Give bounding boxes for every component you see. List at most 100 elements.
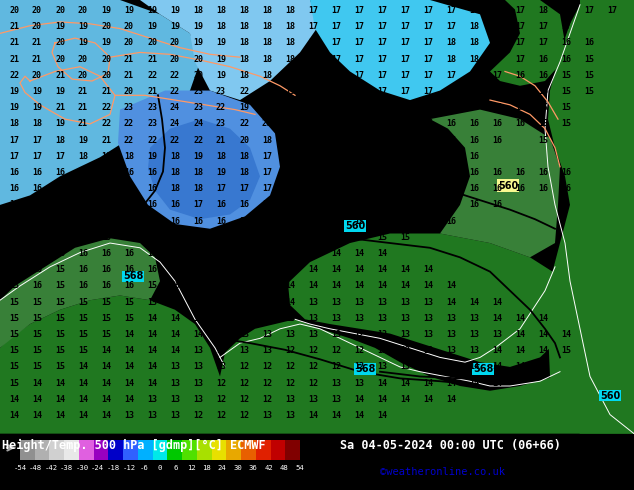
Text: 16: 16 — [400, 120, 410, 128]
Text: 12: 12 — [193, 411, 203, 420]
Bar — [108, 440, 123, 460]
Text: 17: 17 — [377, 22, 387, 31]
Text: 15: 15 — [308, 200, 318, 209]
Text: 18: 18 — [538, 6, 548, 15]
Text: 16: 16 — [538, 54, 548, 64]
Text: 15: 15 — [584, 54, 594, 64]
Text: 14: 14 — [492, 314, 502, 323]
Text: 16: 16 — [400, 217, 410, 225]
Text: 12: 12 — [216, 379, 226, 388]
Text: 17: 17 — [400, 71, 410, 80]
Text: 18: 18 — [9, 120, 19, 128]
Text: 14: 14 — [308, 233, 318, 242]
Text: 17: 17 — [193, 200, 203, 209]
Text: 15: 15 — [9, 379, 19, 388]
Text: 14: 14 — [308, 265, 318, 274]
Text: 14: 14 — [55, 411, 65, 420]
Text: 18: 18 — [216, 152, 226, 161]
Text: 16: 16 — [170, 200, 180, 209]
Text: 15: 15 — [308, 184, 318, 193]
Text: 19: 19 — [147, 152, 157, 161]
Text: 14: 14 — [78, 379, 88, 388]
Text: 16: 16 — [469, 200, 479, 209]
Text: 14: 14 — [101, 346, 111, 355]
Text: 14: 14 — [469, 363, 479, 371]
Text: 21: 21 — [78, 103, 88, 112]
Text: 16: 16 — [377, 103, 387, 112]
Text: 18: 18 — [239, 22, 249, 31]
Bar — [256, 440, 271, 460]
Text: 14: 14 — [515, 314, 525, 323]
Text: 15: 15 — [216, 233, 226, 242]
Text: 13: 13 — [308, 297, 318, 307]
Text: 19: 19 — [55, 120, 65, 128]
Text: 13: 13 — [423, 297, 433, 307]
Text: 12: 12 — [308, 363, 318, 371]
Text: 13: 13 — [193, 346, 203, 355]
Text: 14: 14 — [354, 395, 364, 404]
Text: 20: 20 — [78, 54, 88, 64]
Text: 14: 14 — [55, 379, 65, 388]
Text: 18: 18 — [216, 6, 226, 15]
Text: 15: 15 — [400, 184, 410, 193]
Text: 14: 14 — [147, 346, 157, 355]
Text: 18: 18 — [170, 184, 180, 193]
Text: 17: 17 — [32, 152, 42, 161]
Text: 16: 16 — [78, 184, 88, 193]
Text: 15: 15 — [584, 87, 594, 96]
Text: 15: 15 — [239, 233, 249, 242]
Text: 16: 16 — [9, 265, 19, 274]
Text: 22: 22 — [124, 136, 134, 145]
Text: 16: 16 — [101, 265, 111, 274]
Text: 18: 18 — [492, 38, 502, 48]
Text: 16: 16 — [78, 281, 88, 291]
Text: 15: 15 — [354, 168, 364, 177]
Text: 15: 15 — [32, 233, 42, 242]
Text: 16: 16 — [9, 200, 19, 209]
Text: 17: 17 — [538, 22, 548, 31]
Text: 16: 16 — [124, 281, 134, 291]
Text: 18: 18 — [262, 71, 272, 80]
Text: 560: 560 — [600, 391, 620, 400]
Text: 17: 17 — [400, 6, 410, 15]
Text: 15: 15 — [78, 297, 88, 307]
Text: 15: 15 — [538, 120, 548, 128]
Bar — [167, 440, 182, 460]
Text: 13: 13 — [377, 297, 387, 307]
Polygon shape — [288, 234, 570, 367]
Text: 17: 17 — [515, 22, 525, 31]
Text: 21: 21 — [147, 87, 157, 96]
Text: 15: 15 — [124, 217, 134, 225]
Text: 13: 13 — [469, 346, 479, 355]
Text: 14: 14 — [193, 297, 203, 307]
Text: 17: 17 — [584, 6, 594, 15]
Text: 15: 15 — [331, 200, 341, 209]
Bar — [79, 440, 94, 460]
Bar — [271, 440, 285, 460]
Text: 20: 20 — [101, 54, 111, 64]
Text: 13: 13 — [400, 330, 410, 339]
Text: 17: 17 — [446, 87, 456, 96]
Text: 19: 19 — [170, 6, 180, 15]
Text: 16: 16 — [469, 184, 479, 193]
Text: 16: 16 — [515, 184, 525, 193]
Polygon shape — [118, 91, 280, 229]
Text: 13: 13 — [377, 363, 387, 371]
Text: 13: 13 — [193, 363, 203, 371]
Text: 19: 19 — [78, 136, 88, 145]
Text: 14: 14 — [124, 379, 134, 388]
Text: 16: 16 — [193, 233, 203, 242]
Text: 17: 17 — [561, 22, 571, 31]
Text: 17: 17 — [331, 71, 341, 80]
Text: 17: 17 — [239, 184, 249, 193]
Text: 17: 17 — [400, 22, 410, 31]
Text: 21: 21 — [78, 87, 88, 96]
Text: 16: 16 — [216, 217, 226, 225]
Text: 21: 21 — [101, 87, 111, 96]
Text: 22: 22 — [147, 136, 157, 145]
Text: 16: 16 — [446, 184, 456, 193]
Text: 14: 14 — [308, 281, 318, 291]
Text: 16: 16 — [32, 281, 42, 291]
Text: 17: 17 — [285, 168, 295, 177]
Text: 15: 15 — [78, 330, 88, 339]
